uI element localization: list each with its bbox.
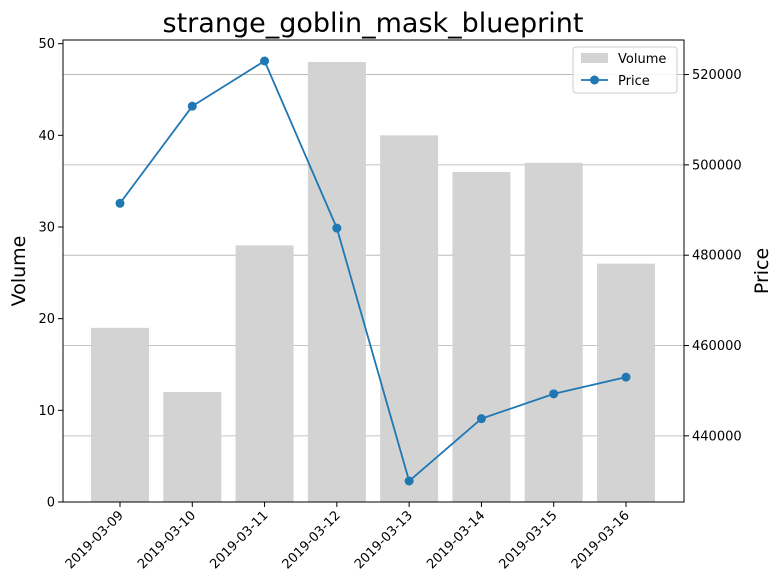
y-axis-left: 0 10 20 30 40 50 xyxy=(38,37,63,511)
x-tick-label: 2019-03-10 xyxy=(135,508,199,572)
x-tick-label: 2019-03-11 xyxy=(207,508,271,572)
y-right-tick-label: 440000 xyxy=(692,429,742,444)
chart-title: strange_goblin_mask_blueprint xyxy=(163,8,584,39)
legend-swatch-volume xyxy=(581,53,608,63)
y-right-tick-label: 460000 xyxy=(692,339,742,354)
y-right-tick-label: 500000 xyxy=(692,158,742,173)
bar-volume xyxy=(307,62,366,502)
y-left-tick-label: 10 xyxy=(38,404,55,419)
plot-frame xyxy=(62,39,685,503)
price-line xyxy=(115,56,631,486)
y-left-tick-label: 0 xyxy=(47,496,55,511)
price-point xyxy=(621,372,631,382)
y-left-tick-label: 50 xyxy=(38,37,55,52)
price-point xyxy=(187,101,197,111)
price-point xyxy=(115,198,125,208)
price-point xyxy=(404,476,414,486)
volume-bars xyxy=(91,62,655,503)
bar-volume xyxy=(597,263,655,502)
bar-volume xyxy=(524,162,583,503)
y-axis-left-label: Volume xyxy=(8,236,30,307)
x-axis: 2019-03-09 2019-03-10 2019-03-11 2019-03-12… xyxy=(63,502,633,572)
y-right-tick-label: 480000 xyxy=(692,249,742,264)
x-tick-label: 2019-03-14 xyxy=(424,508,488,572)
bar-volume xyxy=(91,327,149,502)
x-tick-label: 2019-03-12 xyxy=(280,508,344,572)
gridlines xyxy=(63,74,684,437)
legend-label-volume: Volume xyxy=(618,52,666,67)
y-left-tick-label: 40 xyxy=(38,129,55,144)
y-axis-right: 440000 460000 480000 500000 520000 xyxy=(684,68,742,444)
y-axis-right-label: Price xyxy=(751,248,773,294)
bar-volume xyxy=(163,392,222,502)
y-right-tick-label: 520000 xyxy=(692,68,742,83)
price-point xyxy=(332,223,342,233)
bar-volume xyxy=(380,135,439,503)
legend: Volume Price xyxy=(572,46,678,94)
x-tick-label: 2019-03-15 xyxy=(497,508,561,572)
price-point xyxy=(549,389,559,399)
price-point xyxy=(260,56,270,66)
legend-swatch-price-marker xyxy=(590,75,599,85)
x-tick-label: 2019-03-13 xyxy=(352,508,416,572)
x-tick-label: 2019-03-09 xyxy=(63,508,127,572)
y-left-tick-label: 20 xyxy=(38,312,55,327)
price-series-line xyxy=(119,59,627,483)
price-point xyxy=(476,414,486,424)
y-left-tick-label: 30 xyxy=(38,221,55,236)
x-tick-label: 2019-03-16 xyxy=(569,508,633,572)
bar-volume xyxy=(452,172,511,502)
bar-volume xyxy=(235,245,294,503)
legend-label-price: Price xyxy=(618,74,650,89)
